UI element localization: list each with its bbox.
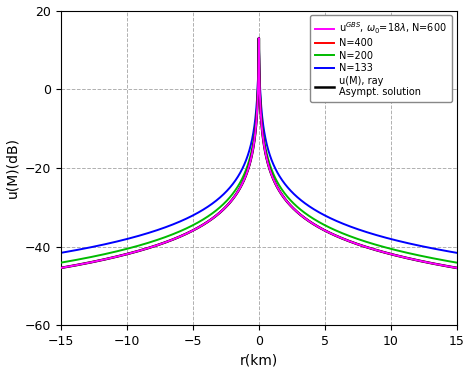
N=400 — [389, 252, 395, 257]
u(M), ray
Asympt. solution — [145, 246, 150, 251]
Line: u(M), ray
Asympt. solution: u(M), ray Asympt. solution — [61, 38, 456, 268]
N=133 — [300, 200, 306, 204]
N=400 — [337, 235, 343, 240]
u$^{GBS}$, $\omega_0$=18$\lambda$, N=600 — [256, 36, 262, 40]
N=400 — [454, 266, 459, 270]
u$^{GBS}$, $\omega_0$=18$\lambda$, N=600 — [364, 245, 370, 250]
u(M), ray
Asympt. solution — [449, 265, 454, 269]
N=200 — [389, 247, 395, 251]
N=200 — [58, 260, 64, 265]
N=133 — [145, 231, 150, 235]
N=200 — [454, 260, 459, 265]
N=133 — [449, 250, 454, 254]
X-axis label: r(km): r(km) — [240, 354, 278, 367]
u(M), ray
Asympt. solution — [337, 235, 343, 240]
u$^{GBS}$, $\omega_0$=18$\lambda$, N=600 — [449, 265, 454, 269]
u(M), ray
Asympt. solution — [454, 266, 459, 270]
N=400 — [58, 266, 64, 270]
N=400 — [449, 265, 454, 269]
N=200 — [145, 241, 150, 245]
u$^{GBS}$, $\omega_0$=18$\lambda$, N=600 — [454, 266, 459, 270]
N=133 — [364, 230, 370, 235]
Line: N=400: N=400 — [61, 38, 456, 268]
Legend: u$^{GBS}$, $\omega_0$=18$\lambda$, N=600, N=400, N=200, N=133, u(M), ray
Asympt.: u$^{GBS}$, $\omega_0$=18$\lambda$, N=600… — [310, 15, 452, 102]
N=133 — [58, 251, 64, 255]
N=133 — [256, 36, 262, 40]
u(M), ray
Asympt. solution — [256, 36, 262, 40]
u(M), ray
Asympt. solution — [300, 214, 306, 219]
N=400 — [145, 246, 150, 251]
N=200 — [256, 36, 262, 40]
N=133 — [389, 237, 395, 242]
Line: u$^{GBS}$, $\omega_0$=18$\lambda$, N=600: u$^{GBS}$, $\omega_0$=18$\lambda$, N=600 — [61, 38, 456, 268]
u$^{GBS}$, $\omega_0$=18$\lambda$, N=600 — [389, 252, 395, 257]
u(M), ray
Asympt. solution — [389, 252, 395, 257]
Line: N=200: N=200 — [61, 38, 456, 263]
Line: N=133: N=133 — [61, 38, 456, 253]
u$^{GBS}$, $\omega_0$=18$\lambda$, N=600 — [300, 214, 306, 219]
N=200 — [300, 209, 306, 214]
Y-axis label: u(M)(dB): u(M)(dB) — [6, 137, 20, 198]
N=133 — [454, 251, 459, 255]
u$^{GBS}$, $\omega_0$=18$\lambda$, N=600 — [145, 246, 150, 251]
N=400 — [256, 36, 262, 40]
N=200 — [449, 260, 454, 264]
N=133 — [337, 220, 343, 225]
u(M), ray
Asympt. solution — [58, 266, 64, 270]
N=400 — [364, 245, 370, 250]
N=200 — [364, 240, 370, 244]
u$^{GBS}$, $\omega_0$=18$\lambda$, N=600 — [337, 235, 343, 240]
u(M), ray
Asympt. solution — [364, 245, 370, 250]
N=200 — [337, 230, 343, 235]
N=400 — [300, 214, 306, 219]
u$^{GBS}$, $\omega_0$=18$\lambda$, N=600 — [58, 266, 64, 270]
